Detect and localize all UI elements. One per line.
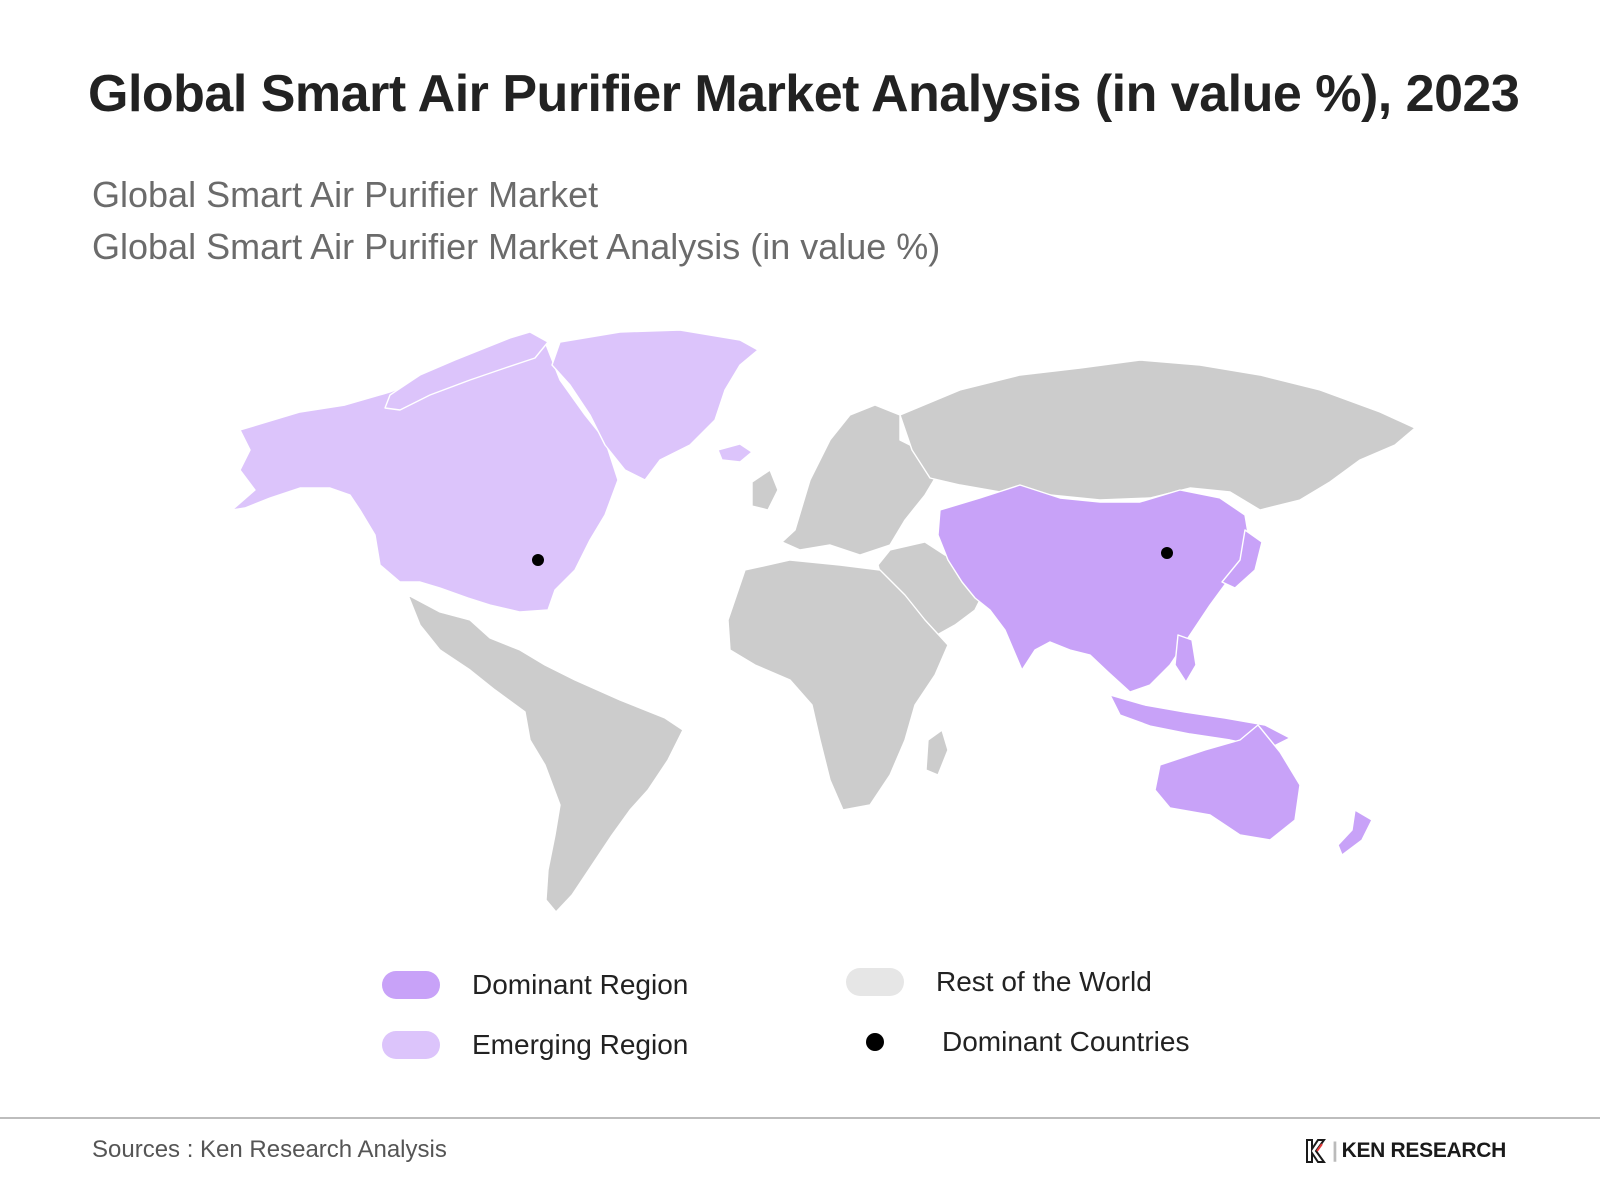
- brand-name: KEN RESEARCH: [1341, 1139, 1507, 1162]
- marker-china: [1161, 547, 1173, 559]
- region-philippines: [1174, 634, 1197, 683]
- region-australia: [1154, 724, 1301, 841]
- region-southeast-asia-islands: [1109, 694, 1291, 749]
- region-madagascar: [925, 729, 949, 776]
- legend-dominant-label: Dominant Region: [472, 969, 689, 1000]
- legend-countries: Dominant Countries: [846, 1026, 1189, 1058]
- region-asia-pacific: [937, 484, 1251, 693]
- region-africa: [727, 559, 949, 811]
- region-japan: [1221, 529, 1263, 589]
- brand-separator: |: [1332, 1139, 1338, 1162]
- footer-divider: [0, 1117, 1600, 1119]
- legend-rest: Rest of the World: [846, 966, 1152, 998]
- marker-united-states: [532, 554, 544, 566]
- region-latin-america: [407, 594, 684, 913]
- subtitle-market: Global Smart Air Purifier Market: [92, 174, 599, 215]
- region-arctic-islands: [384, 331, 549, 411]
- legend-dominant-country-dot: [866, 1033, 884, 1051]
- ken-research-logo-icon: [1306, 1139, 1326, 1163]
- brand-logo: | KEN RESEARCH: [1304, 1138, 1506, 1164]
- region-iceland: [717, 443, 753, 463]
- region-uk: [751, 469, 779, 511]
- legend-dominant-swatch: [382, 971, 440, 999]
- world-map-svg: [231, 329, 1416, 913]
- legend-rest-swatch: [846, 968, 904, 996]
- page-title: Global Smart Air Purifier Market Analysi…: [88, 65, 1520, 123]
- region-new-zealand: [1337, 809, 1373, 856]
- world-map: [0, 320, 1600, 940]
- legend-emerging-label: Emerging Region: [472, 1029, 689, 1060]
- subtitle-analysis: Global Smart Air Purifier Market Analysi…: [92, 226, 941, 267]
- legend-emerging-swatch: [382, 1031, 440, 1059]
- region-greenland: [551, 329, 759, 481]
- legend-dominant: Dominant Region: [382, 969, 688, 1001]
- legend-emerging: Emerging Region: [382, 1029, 688, 1061]
- legend-rest-label: Rest of the World: [936, 966, 1152, 997]
- source-note: Sources : Ken Research Analysis: [92, 1136, 447, 1163]
- region-russia: [899, 359, 1416, 511]
- legend-countries-label: Dominant Countries: [942, 1026, 1190, 1057]
